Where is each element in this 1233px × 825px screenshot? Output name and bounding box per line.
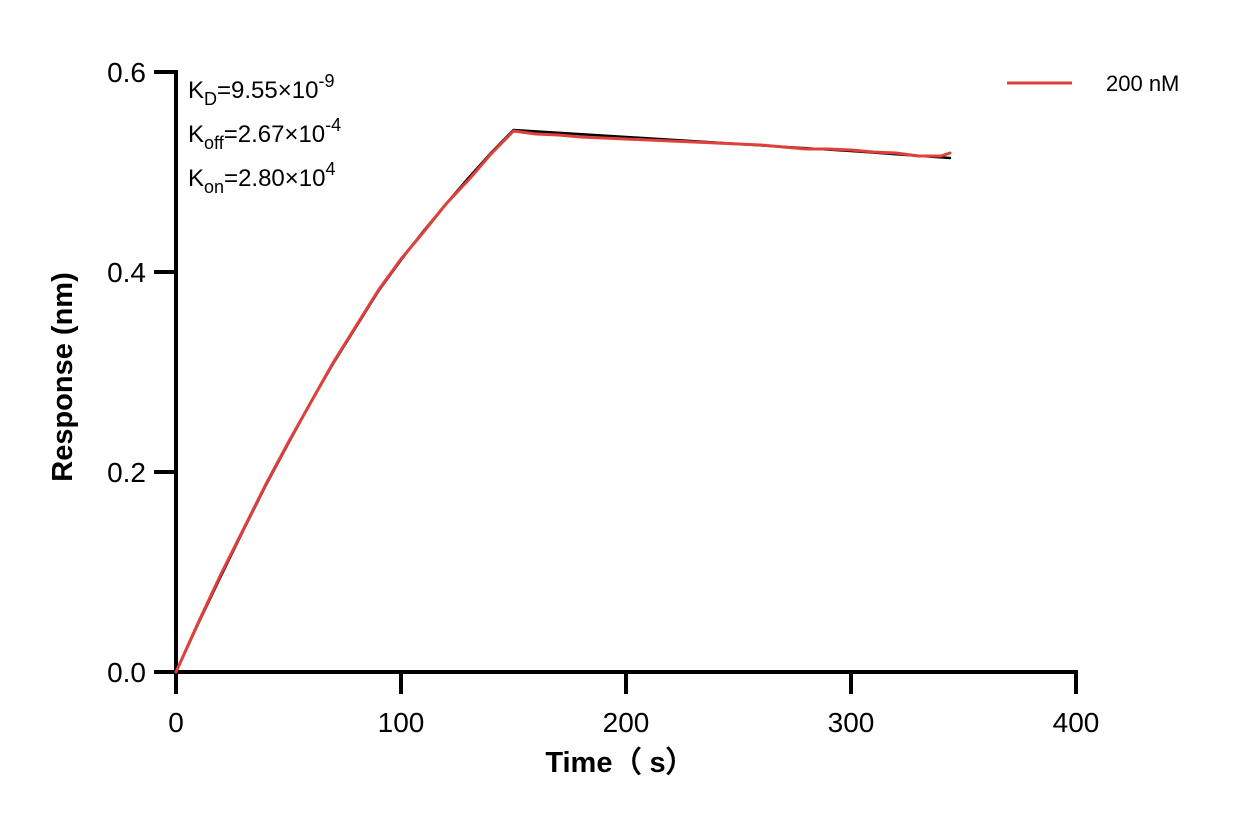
x-tick-label: 400 [1053, 707, 1100, 738]
legend: 200 nM [1007, 71, 1179, 96]
x-axis-title: Time（ s） [545, 746, 694, 779]
y-tick-label: 0.4 [107, 257, 146, 288]
y-tick-label: 0.2 [107, 457, 146, 488]
fit-line [174, 128, 952, 674]
y-tick-label: 0.0 [107, 657, 146, 688]
x-tick-label: 300 [828, 707, 875, 738]
annotation-kd: KD=9.55×10-9 [188, 71, 334, 109]
axes: 0 100 200 300 400 0.0 0.2 0.4 0.6 [107, 57, 1099, 738]
annotation-koff: Koff=2.67×10-4 [188, 115, 341, 153]
x-tick-label: 200 [603, 707, 650, 738]
series-layer [174, 128, 952, 674]
legend-label: 200 nM [1106, 71, 1179, 96]
annotation-kon: Kon=2.80×104 [188, 159, 336, 197]
annotation-layer: KD=9.55×10-9 Koff=2.67×10-4 Kon=2.80×104 [188, 71, 341, 197]
y-tick-label: 0.6 [107, 57, 146, 88]
x-tick-label: 100 [378, 707, 425, 738]
x-tick-label: 0 [168, 707, 184, 738]
y-axis-title: Response (nm) [47, 272, 79, 481]
series-line-200-nm [174, 129, 952, 674]
